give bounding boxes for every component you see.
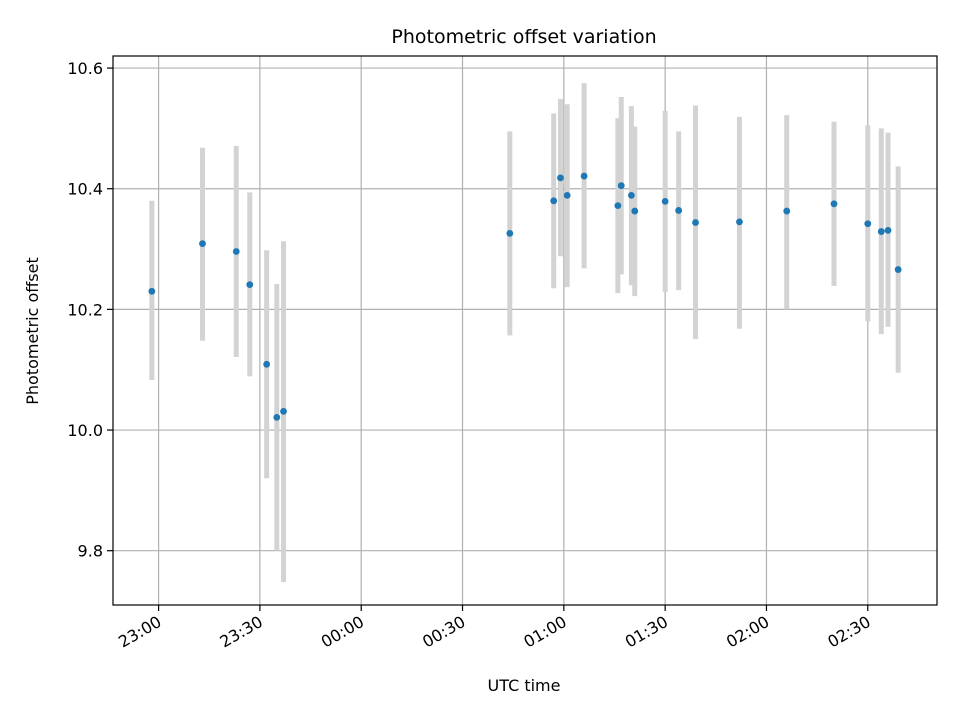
x-tick-label: 00:00 (318, 612, 367, 652)
data-point (617, 182, 625, 190)
data-point (864, 220, 872, 228)
error-bars (149, 83, 901, 583)
data-point (830, 200, 838, 208)
y-tick-label: 10.4 (67, 180, 103, 199)
y-tick-label: 10.2 (67, 300, 103, 319)
data-point (614, 202, 622, 210)
data-point (661, 197, 669, 205)
x-tick-label: 02:00 (723, 612, 772, 652)
data-point (263, 360, 271, 368)
data-point (563, 191, 571, 199)
chart-title: Photometric offset variation (391, 26, 656, 48)
x-tick-label: 02:30 (824, 612, 873, 652)
x-tick-label: 23:30 (216, 612, 265, 652)
data-point (280, 407, 287, 415)
data-point (894, 266, 902, 273)
data-point (627, 191, 635, 199)
data-point (877, 228, 885, 235)
x-tick-label: 00:30 (419, 612, 468, 652)
plot-frame (112, 55, 938, 606)
x-tick-label: 01:30 (622, 612, 671, 652)
data-point (550, 197, 558, 205)
data-point (232, 248, 240, 255)
x-tick-label: 01:00 (520, 612, 569, 652)
data-point (675, 207, 683, 214)
data-point (736, 218, 743, 226)
x-axis-ticks: 23:00 23:30 00:00 00:30 01:00 01:30 02:00 02:30 (115, 605, 874, 652)
data-point (246, 281, 254, 289)
data-point (580, 172, 588, 180)
y-tick-label: 10.0 (67, 421, 103, 440)
data-point (199, 240, 206, 248)
y-tick-label: 10.6 (67, 59, 103, 78)
data-point (631, 207, 639, 215)
data-point (884, 226, 892, 234)
data-point (783, 207, 791, 215)
data-point (148, 287, 156, 295)
data-point (692, 219, 699, 226)
y-axis-ticks: 9.8 10.0 10.2 10.4 10.6 (67, 59, 113, 561)
data-points (148, 172, 902, 421)
y-tick-label: 9.8 (78, 542, 103, 561)
x-axis-label: UTC time (488, 676, 561, 695)
data-point (506, 229, 514, 237)
y-axis-label: Photometric offset (23, 257, 42, 405)
x-tick-label: 23:00 (115, 612, 164, 652)
data-point (557, 174, 564, 182)
data-point (273, 413, 281, 421)
